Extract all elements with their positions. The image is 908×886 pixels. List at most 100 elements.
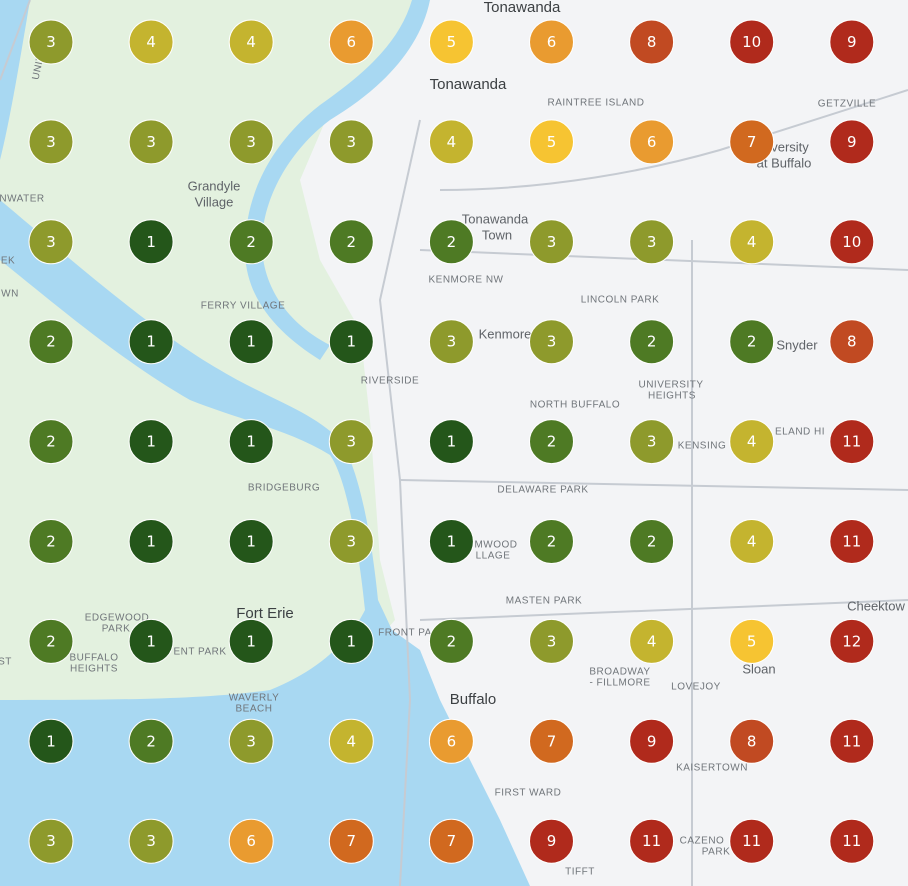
- marker-circle: [28, 19, 74, 65]
- marker-circle: [428, 818, 474, 864]
- marker-text: 9: [847, 133, 857, 151]
- marker-circle: [228, 119, 274, 165]
- marker-text: 6: [647, 133, 657, 151]
- score-marker: 9: [829, 19, 875, 65]
- place-label: at Buffalo: [757, 155, 812, 170]
- marker-circle: [629, 319, 675, 365]
- score-marker: 1: [28, 718, 74, 764]
- marker-circle: [829, 119, 875, 165]
- marker-text: 9: [647, 732, 657, 750]
- score-marker: 8: [729, 718, 775, 764]
- marker-text: 3: [447, 333, 457, 351]
- score-marker: 2: [28, 519, 74, 564]
- marker-text: 3: [46, 832, 56, 850]
- score-marker: 1: [228, 319, 274, 365]
- score-marker: 4: [428, 119, 474, 165]
- marker-text: 4: [747, 533, 757, 551]
- marker-text: 2: [246, 233, 256, 251]
- marker-circle: [228, 219, 274, 265]
- marker-circle: [128, 718, 174, 764]
- marker-circle: [829, 19, 875, 65]
- marker-text: 3: [46, 233, 56, 251]
- marker-text: 2: [547, 533, 557, 551]
- score-marker: 4: [228, 19, 274, 65]
- score-marker: 2: [28, 319, 74, 365]
- score-marker: 7: [729, 119, 775, 165]
- marker-text: 7: [447, 832, 457, 850]
- marker-text: 2: [146, 732, 156, 750]
- place-label: NWATER: [0, 194, 45, 205]
- marker-circle: [28, 119, 74, 165]
- marker-circle: [428, 519, 474, 564]
- marker-text: 3: [46, 33, 56, 51]
- score-marker: 2: [529, 419, 574, 465]
- marker-text: 4: [747, 433, 757, 451]
- marker-circle: [629, 19, 675, 65]
- score-marker: 8: [629, 19, 675, 65]
- marker-text: 1: [146, 533, 156, 551]
- marker-text: 5: [547, 133, 557, 151]
- marker-text: 2: [647, 533, 657, 551]
- marker-circle: [529, 519, 574, 564]
- marker-circle: [829, 618, 875, 664]
- marker-circle: [829, 718, 875, 764]
- marker-circle: [428, 19, 474, 65]
- marker-text: 2: [747, 333, 757, 351]
- score-marker: 12: [829, 618, 875, 664]
- place-label: KENSING: [678, 441, 727, 452]
- water: [0, 0, 30, 160]
- place-label: HEIGHTS: [648, 391, 696, 402]
- marker-circle: [28, 519, 74, 564]
- marker-circle: [128, 618, 174, 664]
- score-marker: 6: [428, 718, 474, 764]
- place-label: BRIDGEBURG: [248, 483, 320, 494]
- place-label: versity: [771, 139, 809, 154]
- marker-circle: [829, 319, 875, 365]
- score-marker: 3: [28, 19, 74, 65]
- marker-text: 1: [146, 233, 156, 251]
- marker-text: 2: [46, 333, 56, 351]
- place-label: RAINTREE ISLAND: [548, 98, 645, 109]
- marker-text: 1: [146, 333, 156, 351]
- place-label: KAISERTOWN: [676, 763, 748, 774]
- marker-circle: [328, 818, 374, 864]
- marker-circle: [829, 818, 875, 864]
- score-marker: 3: [529, 618, 574, 664]
- marker-circle: [328, 219, 374, 265]
- score-marker: 1: [228, 519, 274, 564]
- place-label: LOVEJOY: [671, 682, 721, 693]
- marker-text: 1: [246, 433, 256, 451]
- score-marker: 8: [829, 319, 875, 365]
- marker-circle: [529, 19, 574, 65]
- score-marker: 2: [328, 219, 374, 265]
- marker-text: 3: [46, 133, 56, 151]
- place-label: WN: [1, 289, 19, 300]
- score-marker: 4: [729, 419, 775, 465]
- marker-circle: [28, 618, 74, 664]
- marker-circle: [529, 618, 574, 664]
- marker-circle: [128, 419, 174, 465]
- marker-text: 3: [146, 832, 156, 850]
- place-label: Tonawanda: [462, 211, 529, 226]
- score-marker: 10: [729, 19, 775, 65]
- marker-circle: [228, 19, 274, 65]
- marker-text: 4: [747, 233, 757, 251]
- score-marker: 10: [829, 219, 875, 265]
- score-marker: 3: [328, 119, 374, 165]
- score-marker: 1: [228, 419, 274, 465]
- marker-text: 4: [347, 732, 357, 750]
- score-marker: 3: [328, 419, 374, 465]
- marker-circle: [228, 618, 274, 664]
- place-label: Cheektow: [847, 598, 905, 613]
- marker-circle: [629, 818, 675, 864]
- marker-text: 1: [146, 632, 156, 650]
- score-marker: 3: [128, 119, 174, 165]
- score-marker: 3: [428, 319, 474, 365]
- marker-circle: [629, 419, 675, 465]
- score-marker: 6: [228, 818, 274, 864]
- marker-text: 7: [747, 133, 757, 151]
- marker-circle: [28, 419, 74, 465]
- score-marker: 3: [629, 419, 675, 465]
- marker-circle: [529, 818, 574, 864]
- place-label: FIRST WARD: [495, 788, 562, 799]
